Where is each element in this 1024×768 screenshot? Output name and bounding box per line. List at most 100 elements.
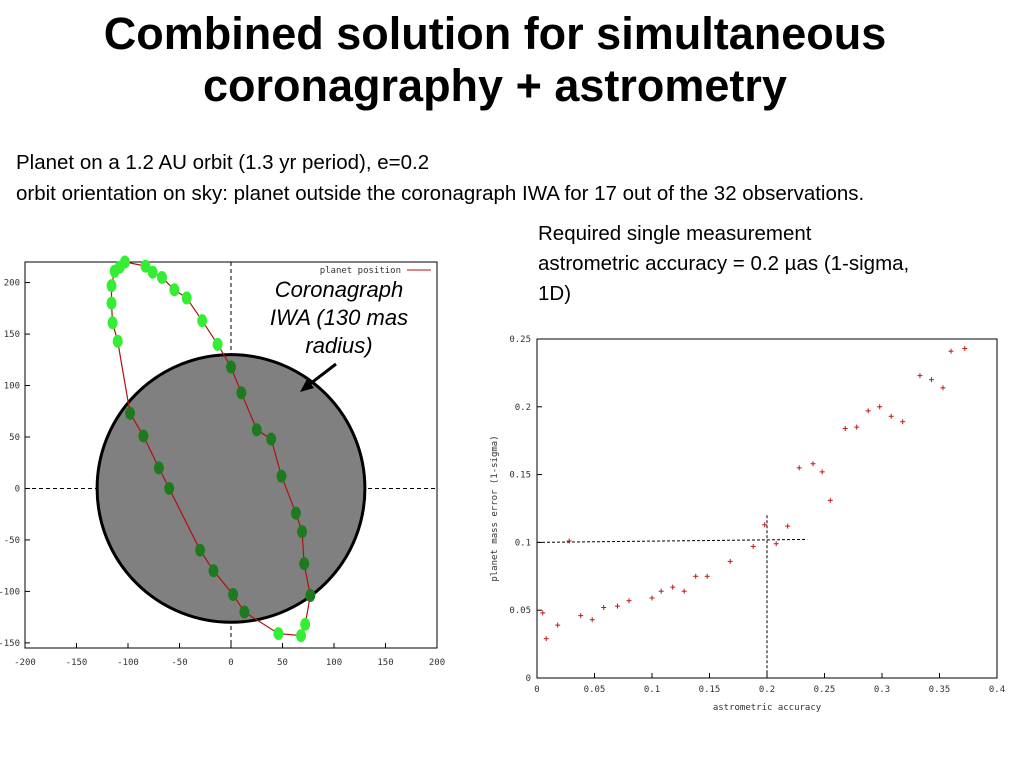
data-point — [928, 377, 934, 383]
data-point — [940, 385, 946, 391]
data-point — [693, 573, 699, 579]
data-point — [589, 617, 595, 623]
planet-position-point — [305, 589, 316, 603]
y-tick-label: 200 — [4, 279, 20, 289]
data-point — [888, 413, 894, 419]
data-point — [543, 636, 549, 642]
y-tick-label: -100 — [0, 587, 20, 597]
data-point — [615, 603, 620, 609]
planet-position-point — [226, 360, 236, 374]
planet-position-point — [181, 291, 192, 305]
y-tick-label: 0 — [526, 674, 531, 684]
data-point — [865, 408, 871, 414]
data-point — [727, 558, 733, 564]
data-point — [658, 588, 664, 594]
orbit-description: Planet on a 1.2 AU orbit (1.3 yr period)… — [16, 151, 430, 174]
planet-position-point — [212, 337, 223, 351]
planet-position-point — [197, 314, 208, 328]
data-point — [810, 461, 816, 467]
planet-position-point — [138, 429, 149, 443]
slide-title: Combined solution for simultaneous coron… — [0, 8, 990, 112]
data-point — [649, 595, 655, 601]
data-point — [578, 613, 584, 619]
planet-position-point — [300, 617, 311, 631]
planet-position-point — [147, 265, 158, 279]
planet-position-point — [119, 255, 130, 269]
data-point — [681, 588, 687, 594]
x-tick-label: 0.4 — [989, 685, 1005, 695]
data-point — [566, 538, 572, 544]
planet-position-point — [140, 259, 151, 273]
x-tick-label: 0.15 — [699, 685, 721, 695]
planet-position-point — [106, 279, 117, 293]
data-point — [877, 404, 883, 410]
x-axis-label: astrometric accuracy — [713, 703, 822, 713]
y-tick-label: 0 — [15, 484, 20, 494]
x-tick-label: 150 — [377, 658, 393, 668]
planet-position-point — [208, 564, 219, 578]
planet-position-point — [153, 461, 164, 475]
planet-position-point — [239, 605, 250, 619]
title-line-2: coronagraphy + astrometry — [203, 60, 787, 111]
data-point — [626, 598, 632, 604]
title-line-1: Combined solution for simultaneous — [103, 8, 887, 59]
planet-position-point — [299, 557, 310, 571]
data-point — [948, 348, 954, 354]
planet-position-point — [107, 316, 118, 330]
x-tick-label: 200 — [429, 658, 445, 668]
data-point — [796, 465, 802, 471]
data-point — [773, 541, 779, 547]
x-tick-label: 0.05 — [584, 685, 606, 695]
orientation-description: orbit orientation on sky: planet outside… — [16, 182, 865, 205]
planet-position-point — [290, 506, 301, 520]
y-tick-label: 0.25 — [509, 335, 531, 345]
legend-label: planet position — [320, 266, 401, 276]
x-tick-label: -200 — [14, 658, 36, 668]
planet-position-point — [106, 296, 117, 310]
planet-position-point — [125, 406, 136, 420]
y-tick-label: 0.2 — [515, 403, 531, 413]
data-point — [819, 469, 825, 475]
data-point — [827, 497, 833, 503]
data-point — [750, 543, 756, 549]
y-tick-label: 0.05 — [509, 606, 531, 616]
data-point — [540, 610, 546, 616]
x-tick-label: 0 — [228, 658, 233, 668]
planet-position-point — [266, 432, 277, 446]
planet-position-point — [297, 525, 308, 539]
planet-position-point — [156, 270, 167, 284]
data-point — [900, 419, 906, 425]
data-point — [785, 523, 791, 529]
x-tick-label: 0 — [534, 685, 539, 695]
x-tick-label: 50 — [277, 658, 288, 668]
y-tick-label: 50 — [9, 433, 20, 443]
x-tick-label: -50 — [171, 658, 187, 668]
data-point — [670, 584, 676, 590]
x-tick-label: 0.25 — [814, 685, 836, 695]
coronagraph-mask — [95, 353, 367, 624]
guide-horizontal — [536, 538, 808, 543]
y-tick-label: -50 — [4, 536, 20, 546]
y-axis-label: planet mass error (1-sigma) — [490, 435, 500, 581]
planet-position-point — [164, 481, 175, 495]
planet-position-point — [296, 629, 307, 643]
y-tick-label: -150 — [0, 639, 20, 649]
planet-position-point — [236, 386, 247, 400]
data-point — [601, 604, 607, 610]
data-point — [555, 622, 561, 628]
y-tick-label: 0.15 — [509, 471, 531, 481]
y-tick-label: 150 — [4, 330, 20, 340]
coronagraph-label: Coronagraph IWA (130 mas radius) — [269, 277, 409, 358]
planet-position-point — [228, 587, 239, 601]
y-tick-label: 0.1 — [515, 538, 531, 548]
planet-position-point — [273, 627, 284, 641]
x-tick-label: 100 — [326, 658, 342, 668]
planet-position-point — [276, 469, 287, 483]
planet-position-point — [195, 543, 206, 557]
x-tick-label: 0.1 — [644, 685, 660, 695]
x-tick-label: 0.2 — [759, 685, 775, 695]
planet-position-point — [112, 334, 123, 348]
x-tick-label: 0.35 — [929, 685, 951, 695]
